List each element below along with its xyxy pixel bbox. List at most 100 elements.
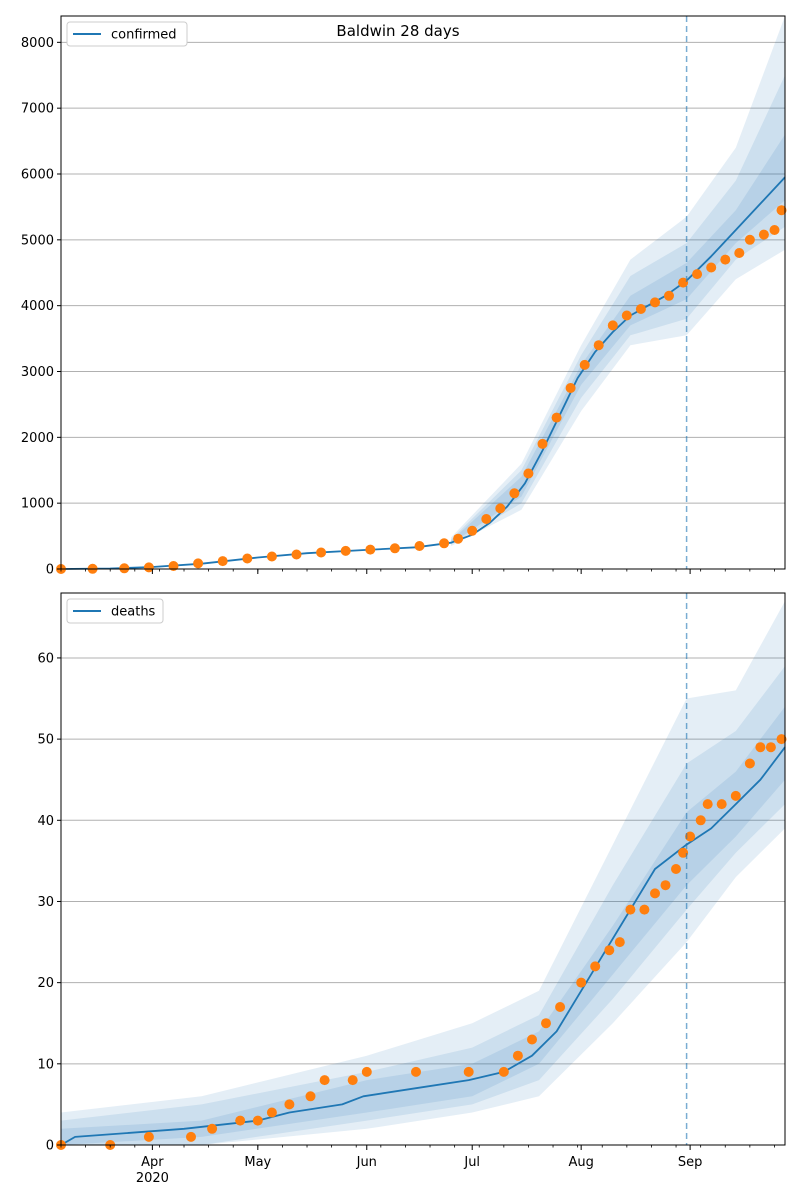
confirmed-observed-point [143,562,154,573]
confirmed-observed-point [664,290,674,301]
deaths-observed-points [56,734,787,1150]
confirmed-legend: confirmed [66,21,188,47]
y-tick-label: 1000 [21,497,54,512]
y-tick-label: 0 [46,1139,54,1154]
confirmed-observed-point [453,533,464,544]
confirmed-observed-point [340,545,351,556]
deaths-observed-point [347,1075,358,1086]
confirmed-observed-point [758,229,769,240]
deaths-observed-point [614,937,625,948]
confirmed-observed-point [621,310,632,321]
confirmed-observed-point [537,438,548,449]
deaths-y-ticks: 0 10 20 30 40 50 60 [37,651,61,1154]
deaths-observed-point [252,1115,263,1126]
confirmed-observed-point [481,514,492,524]
deaths-observed-point [776,734,787,745]
confirmed-observed-point [776,205,787,216]
deaths-observed-point [319,1075,330,1086]
deaths-series-line [60,746,786,1146]
y-tick-label: 10 [37,1057,54,1072]
deaths-plot-frame [60,592,786,1146]
legend-box [66,21,188,47]
deaths-x-ticks: Apr May Jun Jul Aug Sep 2020 [60,1145,775,1186]
confirmed-observed-point [734,248,745,258]
confirmed-observed-point [565,383,576,393]
confirmed-observed-point [607,320,618,331]
deaths-observed-point [660,880,671,891]
deaths-observed-point [284,1099,295,1110]
confirmed-observed-point [551,412,562,423]
deaths-observed-point [744,758,755,769]
confirmed-observed-point [414,541,425,551]
confirmed-observed-point [593,340,604,351]
deaths-observed-point [207,1123,218,1134]
x-tick-label-aug: Aug [568,1155,593,1170]
deaths-uncertainty-band-2 [61,666,785,1145]
deaths-observed-point [305,1091,316,1102]
confirmed-uncertainty-band-2 [451,75,785,545]
confirmed-observed-point [769,225,780,235]
y-tick-label: 20 [37,976,54,991]
deaths-observed-point [541,1018,551,1029]
confirmed-observed-point [579,359,590,370]
deaths-observed-point [143,1131,154,1142]
deaths-observed-point [463,1066,474,1077]
deaths-observed-point [512,1050,523,1061]
confirmed-observed-point [242,553,253,564]
deaths-legend: deaths [66,598,164,624]
x-tick-label-sep: Sep [678,1155,703,1170]
deaths-observed-point [604,945,615,956]
confirmed-observed-point [266,551,277,562]
x-tick-label-apr: Apr [141,1155,164,1170]
deaths-observed-point [678,847,689,858]
deaths-observed-point [639,904,650,915]
x-year-label: 2020 [136,1171,169,1186]
deaths-observed-point [576,977,587,988]
confirmed-observed-point [720,254,731,265]
x-tick-label-jun: Jun [356,1155,377,1170]
deaths-uncertainty-band-1 [61,601,785,1145]
deaths-uncertainty-band-3 [61,706,785,1145]
y-tick-label: 0 [46,563,54,578]
deaths-model-line [60,746,786,1146]
confirmed-panel: 0 1000 2000 3000 4000 5000 6000 7000 8000 Baldwi… [21,15,787,578]
chart-title: Baldwin 28 days [336,22,459,40]
deaths-observed-point [716,799,727,810]
legend-label-deaths: deaths [111,605,156,620]
y-tick-label: 8000 [21,36,54,51]
confirmed-observed-point [119,563,130,574]
deaths-observed-point [186,1131,196,1142]
deaths-observed-point [755,742,766,753]
deaths-observed-point [730,790,741,801]
deaths-observed-point [527,1034,537,1045]
confirmed-observed-point [523,468,534,479]
confirmed-observed-point [495,503,506,514]
confirmed-observed-point [678,277,689,288]
deaths-observed-point [411,1066,421,1077]
confirmed-observed-point [291,549,302,560]
deaths-observed-point [361,1066,372,1077]
y-tick-label: 6000 [21,168,54,183]
deaths-observed-point [498,1066,509,1077]
y-tick-label: 50 [37,733,54,748]
confirmed-bands [451,16,785,546]
confirmed-x-ticks [60,569,775,574]
confirmed-observed-point [650,297,660,308]
confirmed-observed-point [193,558,204,569]
y-tick-label: 60 [37,651,54,666]
confirmed-observed-point [316,547,327,558]
deaths-observed-point [235,1115,246,1126]
confirmed-plot-frame [60,15,786,570]
deaths-observed-point [650,888,660,899]
confirmed-observed-points [56,205,787,574]
deaths-observed-point [765,742,776,753]
x-tick-label-jul: Jul [463,1155,480,1170]
deaths-observed-point [590,961,601,972]
confirmed-observed-point [217,556,228,567]
deaths-observed-point [671,864,681,874]
y-tick-label: 3000 [21,365,54,380]
confirmed-observed-point [365,544,376,555]
deaths-bands [61,601,785,1145]
y-tick-label: 4000 [21,299,54,314]
y-tick-label: 7000 [21,102,54,117]
